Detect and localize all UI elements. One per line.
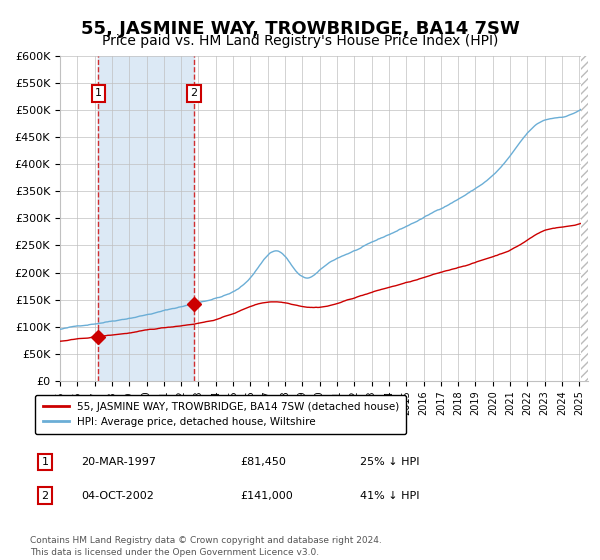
Text: 04-OCT-2002: 04-OCT-2002 (81, 491, 154, 501)
Text: £81,450: £81,450 (240, 457, 286, 467)
Text: 1: 1 (95, 88, 102, 99)
Text: 41% ↓ HPI: 41% ↓ HPI (360, 491, 419, 501)
Text: 20-MAR-1997: 20-MAR-1997 (81, 457, 156, 467)
Bar (98, 56, 194, 381)
Legend: 55, JASMINE WAY, TROWBRIDGE, BA14 7SW (detached house), HPI: Average price, deta: 55, JASMINE WAY, TROWBRIDGE, BA14 7SW (d… (35, 394, 406, 435)
Text: 2: 2 (41, 491, 49, 501)
Text: 25% ↓ HPI: 25% ↓ HPI (360, 457, 419, 467)
Text: £141,000: £141,000 (240, 491, 293, 501)
Text: 1: 1 (41, 457, 49, 467)
Text: Price paid vs. HM Land Registry's House Price Index (HPI): Price paid vs. HM Land Registry's House … (102, 34, 498, 48)
Text: 2: 2 (191, 88, 198, 99)
Text: Contains HM Land Registry data © Crown copyright and database right 2024.
This d: Contains HM Land Registry data © Crown c… (30, 536, 382, 557)
Text: 55, JASMINE WAY, TROWBRIDGE, BA14 7SW: 55, JASMINE WAY, TROWBRIDGE, BA14 7SW (80, 20, 520, 38)
